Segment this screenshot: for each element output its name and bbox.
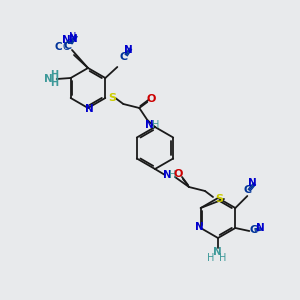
Text: S: S — [108, 93, 116, 103]
Text: C: C — [54, 42, 62, 52]
Text: C: C — [64, 41, 72, 51]
Text: H: H — [219, 253, 227, 263]
Text: O: O — [173, 169, 183, 179]
Text: H: H — [51, 78, 59, 88]
Text: N: N — [163, 170, 171, 180]
Text: ≡: ≡ — [67, 38, 73, 46]
Text: N: N — [69, 34, 77, 44]
Text: C: C — [243, 185, 251, 195]
Text: H: H — [152, 120, 159, 130]
Text: H: H — [169, 170, 177, 180]
Text: N: N — [256, 223, 265, 233]
Text: N: N — [69, 32, 77, 42]
Text: C: C — [249, 225, 257, 235]
Text: O: O — [147, 94, 156, 104]
Text: N: N — [124, 45, 133, 55]
Text: N: N — [61, 35, 70, 45]
Text: C: C — [63, 42, 69, 52]
Text: N: N — [213, 247, 221, 257]
Text: H: H — [207, 253, 215, 263]
Text: N: N — [248, 178, 257, 188]
Text: N: N — [44, 74, 53, 84]
Text: S: S — [215, 194, 223, 204]
Text: N: N — [85, 104, 93, 114]
Text: H: H — [51, 70, 59, 80]
Text: N: N — [195, 222, 204, 232]
Text: C: C — [119, 52, 128, 62]
Text: N: N — [145, 120, 154, 130]
